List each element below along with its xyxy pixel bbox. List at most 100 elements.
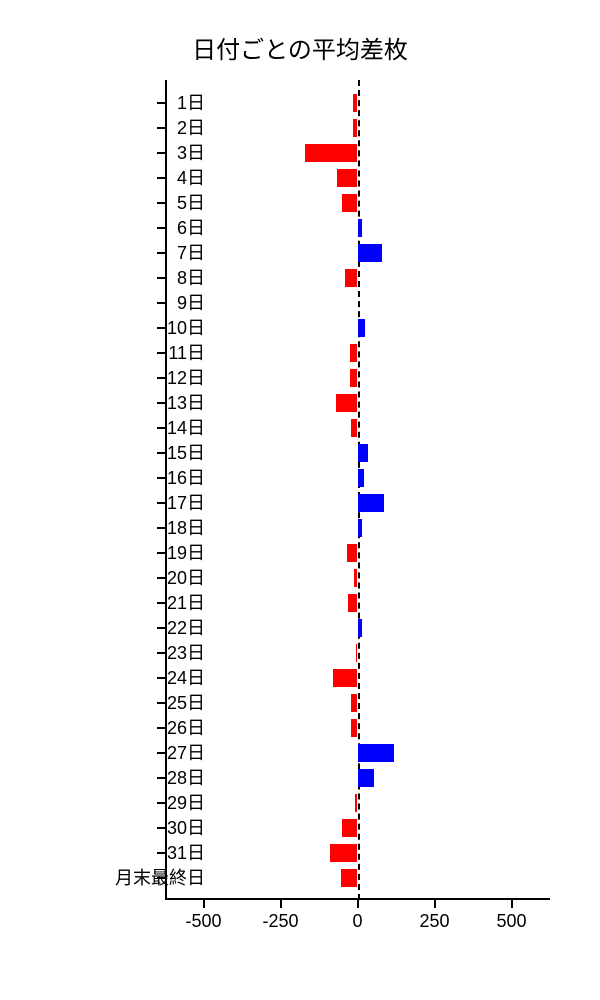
bar [345,269,357,287]
y-axis-label: 21日 [167,594,205,612]
x-tick [434,900,436,908]
y-tick [157,577,165,579]
y-tick [157,527,165,529]
y-tick [157,827,165,829]
y-axis-label: 5日 [177,194,205,212]
chart-title: 日付ごとの平均差枚 [0,30,600,65]
bar [358,219,363,237]
bar [358,444,369,462]
bar [342,819,357,837]
y-tick [157,677,165,679]
y-axis-label: 15日 [167,444,205,462]
y-axis-label: 13日 [167,394,205,412]
y-axis-label: 31日 [167,844,205,862]
x-tick [511,900,513,908]
bar [358,319,366,337]
bar [336,394,358,412]
bar [353,94,358,112]
plot-area: -500-2500250500 [165,80,550,900]
bar [358,244,383,262]
x-axis-label: -250 [262,911,298,932]
y-tick [157,127,165,129]
y-axis-label: 6日 [177,219,205,237]
y-tick [157,752,165,754]
bar [358,769,375,787]
y-axis-label: 3日 [177,144,205,162]
y-tick [157,452,165,454]
bar [351,419,357,437]
y-axis-label: 20日 [167,569,205,587]
y-tick [157,252,165,254]
y-tick [157,402,165,404]
y-axis-label: 10日 [167,319,205,337]
y-tick [157,502,165,504]
bar [350,344,358,362]
bar [342,194,357,212]
bar [358,469,364,487]
y-tick [157,802,165,804]
y-tick [157,152,165,154]
y-tick [157,552,165,554]
y-tick [157,652,165,654]
y-tick [157,777,165,779]
y-axis-label: 23日 [167,644,205,662]
x-axis-label: 0 [352,911,362,932]
y-axis-label: 4日 [177,169,205,187]
y-tick [157,627,165,629]
y-axis-label: 12日 [167,369,205,387]
y-tick [157,377,165,379]
y-axis-label: 11日 [168,344,205,362]
y-tick [157,202,165,204]
y-axis-label: 1日 [177,94,205,112]
y-axis-label: 2日 [177,119,205,137]
bar [356,644,358,662]
bar [358,744,395,762]
bar [347,544,358,562]
y-axis-label: 29日 [167,794,205,812]
bar [348,594,357,612]
y-axis-label: 16日 [167,469,205,487]
y-axis-label: 9日 [177,294,205,312]
y-axis-label: 30日 [167,819,205,837]
bar [350,369,358,387]
y-tick [157,277,165,279]
y-tick [157,702,165,704]
y-axis-label: 8日 [177,269,205,287]
y-axis-label: 18日 [167,519,205,537]
bar [341,869,358,887]
bar [305,144,357,162]
bar [330,844,358,862]
bar [333,669,358,687]
y-axis-label: 17日 [167,494,205,512]
bar [358,619,363,637]
y-axis-label: 28日 [167,769,205,787]
y-axis-label: 月末最終日 [115,869,205,887]
y-tick [157,302,165,304]
y-tick [157,427,165,429]
y-axis-label: 24日 [167,669,205,687]
x-axis-label: 250 [419,911,449,932]
y-axis-label: 27日 [167,744,205,762]
x-tick [357,900,359,908]
y-tick [157,102,165,104]
x-axis-label: 500 [496,911,526,932]
bar [355,794,357,812]
y-tick [157,727,165,729]
y-axis-label: 14日 [167,419,205,437]
y-axis-label: 22日 [167,619,205,637]
x-axis-label: -500 [185,911,221,932]
bar [337,169,357,187]
y-tick [157,477,165,479]
y-tick [157,327,165,329]
x-tick [203,900,205,908]
bar [351,694,357,712]
chart-container: 日付ごとの平均差枚 -500-2500250500 1日2日3日4日5日6日7日… [0,0,600,1000]
y-tick [157,352,165,354]
y-tick [157,177,165,179]
bar [354,569,357,587]
bar [353,119,358,137]
y-tick [157,602,165,604]
y-tick [157,852,165,854]
bar [358,519,363,537]
y-axis-label: 19日 [167,544,205,562]
